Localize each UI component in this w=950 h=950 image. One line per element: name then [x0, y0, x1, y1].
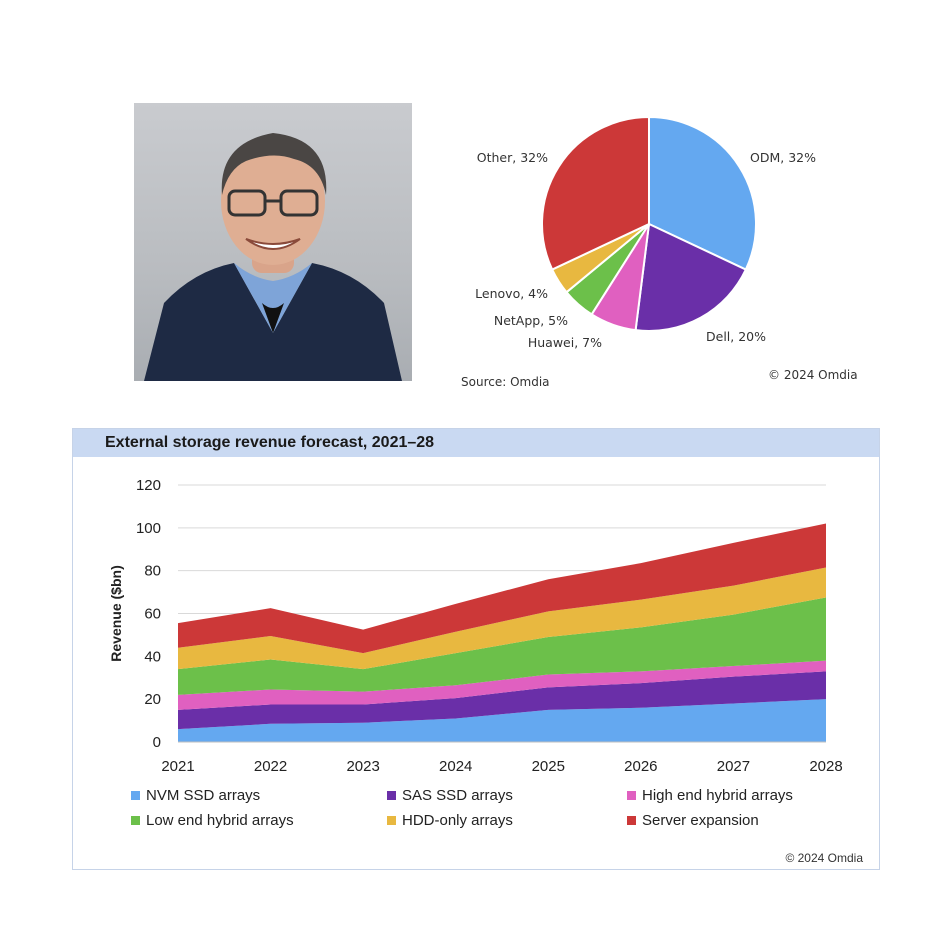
- x-tick-label: 2021: [161, 758, 194, 775]
- legend-item: Low end hybrid arrays: [131, 812, 387, 829]
- area-series: [178, 671, 826, 730]
- pie-slice-label: NetApp, 5%: [494, 313, 568, 328]
- legend-label: High end hybrid arrays: [642, 787, 793, 804]
- pie-slice-label: ODM, 32%: [750, 150, 816, 165]
- pie-slice: [541, 115, 650, 271]
- legend-item: Server expansion: [627, 812, 851, 829]
- market-share-pie-chart: ODM, 32% Dell, 20% Huawei, 7% NetApp, 5% Len…: [440, 100, 870, 400]
- legend-swatch: [387, 816, 396, 825]
- x-tick-label: 2023: [346, 758, 379, 775]
- x-tick-label: 2026: [624, 758, 657, 775]
- y-tick-label: 20: [144, 691, 161, 708]
- area-svg: 0 20 40 60 80 100 120 2021 2022 2023 2024 2025 2026 2…: [108, 477, 843, 775]
- y-tick-label: 60: [144, 606, 161, 623]
- y-tick-label: 120: [136, 477, 161, 494]
- y-tick-label: 100: [136, 520, 161, 537]
- area-series: [178, 523, 826, 654]
- legend-label: Server expansion: [642, 812, 759, 829]
- pie-svg: ODM, 32% Dell, 20% Huawei, 7% NetApp, 5% Len…: [475, 115, 816, 350]
- legend-swatch: [131, 816, 140, 825]
- revenue-forecast-chart: External storage revenue forecast, 2021–…: [72, 428, 880, 870]
- legend-item: NVM SSD arrays: [131, 787, 387, 804]
- legend-swatch: [627, 816, 636, 825]
- chart-legend: NVM SSD arrays SAS SSD arrays High end hyb…: [131, 787, 851, 829]
- pie-slice: [648, 115, 757, 271]
- portrait-image: [144, 133, 402, 381]
- legend-item: SAS SSD arrays: [387, 787, 627, 804]
- area-series: [178, 567, 826, 670]
- pie-slice: [634, 222, 748, 332]
- legend-label: Low end hybrid arrays: [146, 812, 294, 829]
- x-tick-label: 2027: [717, 758, 750, 775]
- area-series: [178, 597, 826, 695]
- pie-slice-label: Huawei, 7%: [528, 335, 602, 350]
- legend-label: HDD-only arrays: [402, 812, 513, 829]
- x-tick-label: 2025: [532, 758, 565, 775]
- legend-swatch: [627, 791, 636, 800]
- y-tick-label: 0: [153, 734, 161, 751]
- y-tick-label: 80: [144, 563, 161, 580]
- chart-title: External storage revenue forecast, 2021–…: [73, 429, 879, 457]
- pie-copyright: © 2024 Omdia: [768, 368, 858, 382]
- legend-swatch: [387, 791, 396, 800]
- area-series: [178, 660, 826, 710]
- pie-slice-label: Lenovo, 4%: [475, 286, 548, 301]
- legend-swatch: [131, 791, 140, 800]
- pie-slice-label: Dell, 20%: [706, 329, 766, 344]
- y-axis-label: Revenue ($bn): [108, 565, 124, 661]
- pie-source-note: Source: Omdia: [461, 375, 550, 389]
- legend-label: SAS SSD arrays: [402, 787, 513, 804]
- x-tick-label: 2028: [809, 758, 842, 775]
- pie-slice-label: Other, 32%: [477, 150, 548, 165]
- portrait-photo: [134, 103, 412, 381]
- x-tick-label: 2024: [439, 758, 472, 775]
- area-series: [178, 699, 826, 742]
- legend-label: NVM SSD arrays: [146, 787, 261, 804]
- chart-copyright: © 2024 Omdia: [785, 851, 863, 865]
- x-tick-label: 2022: [254, 758, 287, 775]
- y-tick-label: 40: [144, 648, 161, 665]
- legend-item: High end hybrid arrays: [627, 787, 851, 804]
- legend-item: HDD-only arrays: [387, 812, 627, 829]
